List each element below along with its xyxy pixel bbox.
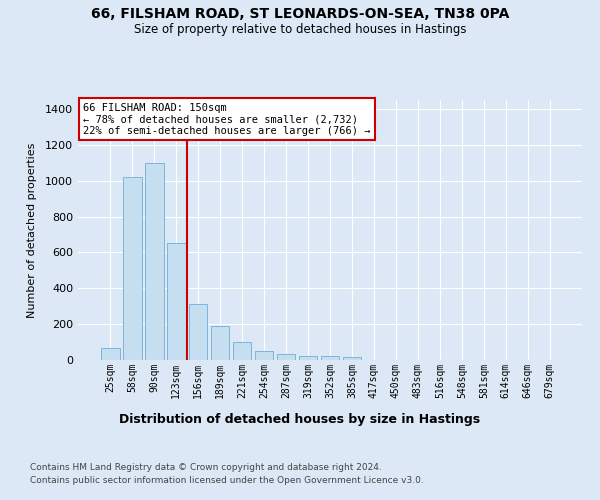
Bar (189, 304, 208, 360)
Bar (211, 326, 229, 360)
Bar (299, 356, 317, 360)
Bar (101, 348, 119, 360)
Bar (343, 358, 361, 360)
Bar (277, 354, 295, 360)
Bar (320, 356, 340, 360)
Bar (255, 351, 274, 360)
Bar (167, 244, 185, 360)
Text: Size of property relative to detached houses in Hastings: Size of property relative to detached ho… (134, 22, 466, 36)
Text: Contains public sector information licensed under the Open Government Licence v3: Contains public sector information licen… (30, 476, 424, 485)
Bar (123, 177, 142, 360)
Text: Distribution of detached houses by size in Hastings: Distribution of detached houses by size … (119, 412, 481, 426)
Bar (145, 163, 164, 360)
Text: Contains HM Land Registry data © Crown copyright and database right 2024.: Contains HM Land Registry data © Crown c… (30, 464, 382, 472)
Y-axis label: Number of detached properties: Number of detached properties (26, 142, 37, 318)
Text: 66 FILSHAM ROAD: 150sqm
← 78% of detached houses are smaller (2,732)
22% of semi: 66 FILSHAM ROAD: 150sqm ← 78% of detache… (83, 102, 371, 136)
Text: 66, FILSHAM ROAD, ST LEONARDS-ON-SEA, TN38 0PA: 66, FILSHAM ROAD, ST LEONARDS-ON-SEA, TN… (91, 8, 509, 22)
Bar (233, 342, 251, 360)
